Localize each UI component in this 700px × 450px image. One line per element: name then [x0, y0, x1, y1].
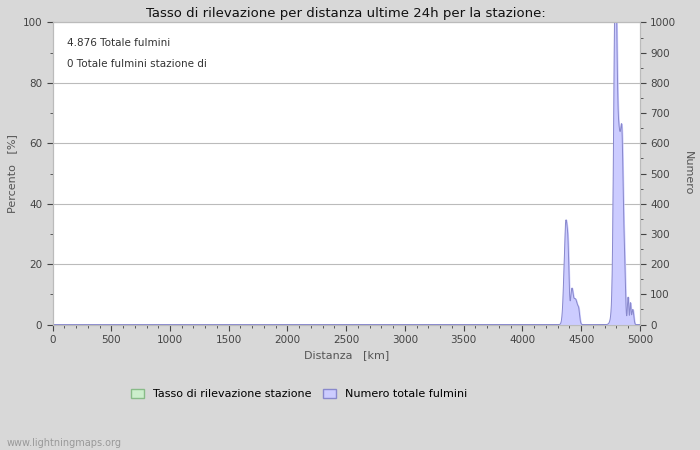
Legend: Tasso di rilevazione stazione, Numero totale fulmini: Tasso di rilevazione stazione, Numero to…	[127, 384, 472, 404]
X-axis label: Distanza   [km]: Distanza [km]	[304, 351, 389, 360]
Y-axis label: Numero: Numero	[683, 151, 693, 196]
Title: Tasso di rilevazione per distanza ultime 24h per la stazione:: Tasso di rilevazione per distanza ultime…	[146, 7, 546, 20]
Y-axis label: Percento   [%]: Percento [%]	[7, 134, 17, 213]
Text: www.lightningmaps.org: www.lightningmaps.org	[7, 438, 122, 448]
Text: 0 Totale fulmini stazione di: 0 Totale fulmini stazione di	[67, 59, 207, 69]
Text: 4.876 Totale fulmini: 4.876 Totale fulmini	[67, 38, 171, 48]
